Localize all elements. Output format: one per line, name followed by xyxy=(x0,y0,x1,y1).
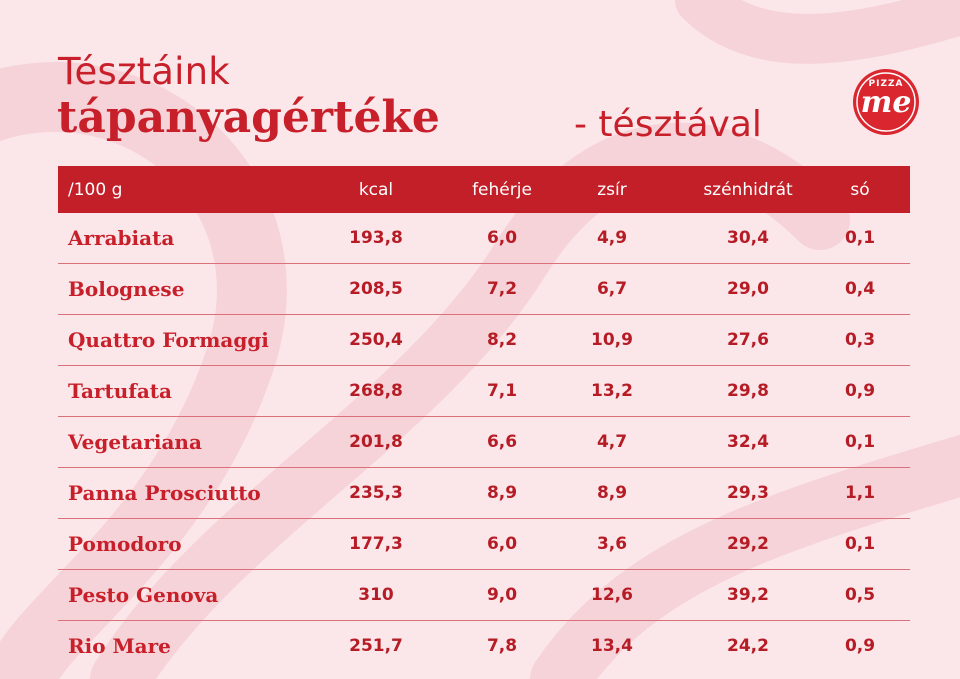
row-name: Quattro Formaggi xyxy=(68,328,269,352)
cell-carbs: 32,4 xyxy=(727,432,769,452)
cell-protein: 6,0 xyxy=(486,534,518,554)
cell-salt: 0,9 xyxy=(844,636,876,656)
table-row: Quattro Formaggi 250,4 8,2 10,9 27,6 0,3 xyxy=(58,315,910,366)
cell-kcal: 208,5 xyxy=(349,279,403,299)
row-name: Bolognese xyxy=(68,277,185,301)
table-row: Tartufata 268,8 7,1 13,2 29,8 0,9 xyxy=(58,366,910,417)
cell-carbs: 29,2 xyxy=(727,534,769,554)
cell-protein: 8,9 xyxy=(486,483,518,503)
table-row: Arrabiata 193,8 6,0 4,9 30,4 0,1 xyxy=(58,213,910,264)
title-line-2: tápanyagértéke xyxy=(57,92,440,143)
cell-fat: 12,6 xyxy=(591,585,633,605)
cell-fat: 10,9 xyxy=(591,330,633,350)
cell-carbs: 24,2 xyxy=(727,636,769,656)
cell-fat: 8,9 xyxy=(596,483,628,503)
header-unit: /100 g xyxy=(68,179,123,200)
header-kcal: kcal xyxy=(358,179,394,200)
cell-fat: 4,9 xyxy=(596,228,628,248)
table-row: Rio Mare 251,7 7,8 13,4 24,2 0,9 xyxy=(58,621,910,671)
cell-fat: 13,4 xyxy=(591,636,633,656)
row-name: Panna Prosciutto xyxy=(68,481,261,505)
cell-protein: 7,2 xyxy=(486,279,518,299)
table-row: Bolognese 208,5 7,2 6,7 29,0 0,4 xyxy=(58,264,910,315)
cell-protein: 7,8 xyxy=(486,636,518,656)
cell-salt: 1,1 xyxy=(844,483,876,503)
cell-kcal: 268,8 xyxy=(349,381,403,401)
cell-salt: 0,9 xyxy=(844,381,876,401)
cell-salt: 0,5 xyxy=(844,585,876,605)
header-protein: fehérje xyxy=(472,179,532,200)
cell-kcal: 177,3 xyxy=(349,534,403,554)
cell-protein: 6,6 xyxy=(486,432,518,452)
cell-protein: 9,0 xyxy=(486,585,518,605)
cell-fat: 6,7 xyxy=(596,279,628,299)
cell-carbs: 29,8 xyxy=(727,381,769,401)
table-header: /100 g kcal fehérje zsír szénhidrát só xyxy=(58,166,910,213)
row-name: Vegetariana xyxy=(68,430,202,454)
cell-carbs: 29,0 xyxy=(727,279,769,299)
cell-salt: 0,1 xyxy=(844,228,876,248)
row-name: Rio Mare xyxy=(68,634,171,658)
cell-kcal: 250,4 xyxy=(349,330,403,350)
table-row: Vegetariana 201,8 6,6 4,7 32,4 0,1 xyxy=(58,417,910,468)
logo-top-text: PIZZA xyxy=(868,79,904,89)
logo-main-text: me xyxy=(860,85,912,120)
cell-kcal: 310 xyxy=(358,585,394,605)
row-name: Pesto Genova xyxy=(68,583,219,607)
cell-salt: 0,3 xyxy=(844,330,876,350)
logo-badge-icon xyxy=(853,69,919,135)
header-fat: zsír xyxy=(597,179,627,200)
cell-carbs: 29,3 xyxy=(727,483,769,503)
title-suffix: - tésztával xyxy=(574,104,762,145)
header-carbs: szénhidrát xyxy=(703,179,793,200)
table-row: Pesto Genova 310 9,0 12,6 39,2 0,5 xyxy=(58,570,910,621)
cell-carbs: 27,6 xyxy=(727,330,769,350)
cell-kcal: 251,7 xyxy=(349,636,403,656)
cell-carbs: 30,4 xyxy=(727,228,769,248)
cell-fat: 13,2 xyxy=(591,381,633,401)
cell-fat: 3,6 xyxy=(596,534,628,554)
pizzame-logo: PIZZA me xyxy=(852,68,920,136)
cell-salt: 0,4 xyxy=(844,279,876,299)
cell-kcal: 235,3 xyxy=(349,483,403,503)
cell-fat: 4,7 xyxy=(596,432,628,452)
cell-salt: 0,1 xyxy=(844,534,876,554)
cell-salt: 0,1 xyxy=(844,432,876,452)
cell-carbs: 39,2 xyxy=(727,585,769,605)
nutrition-table: /100 g kcal fehérje zsír szénhidrát só A… xyxy=(58,166,910,671)
cell-kcal: 193,8 xyxy=(349,228,403,248)
table-row: Panna Prosciutto 235,3 8,9 8,9 29,3 1,1 xyxy=(58,468,910,519)
table-row: Pomodoro 177,3 6,0 3,6 29,2 0,1 xyxy=(58,519,910,570)
title-line-1: Tésztáink xyxy=(58,50,230,93)
cell-protein: 8,2 xyxy=(486,330,518,350)
row-name: Pomodoro xyxy=(68,532,182,556)
row-name: Tartufata xyxy=(68,379,173,403)
cell-protein: 7,1 xyxy=(486,381,518,401)
row-name: Arrabiata xyxy=(68,226,175,250)
header-salt: só xyxy=(850,179,870,200)
cell-protein: 6,0 xyxy=(486,228,518,248)
cell-kcal: 201,8 xyxy=(349,432,403,452)
